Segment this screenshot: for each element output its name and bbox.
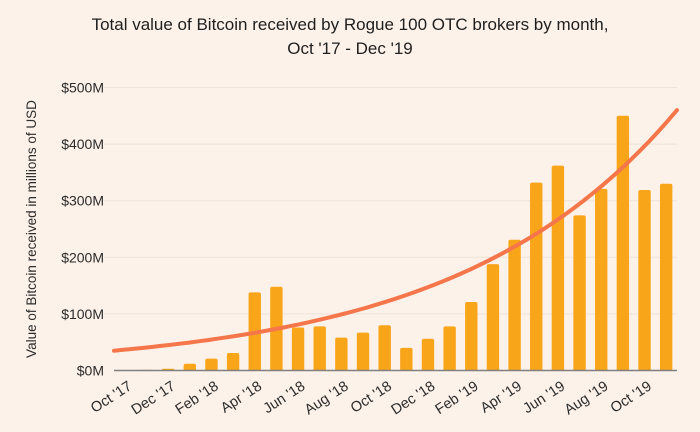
x-tick-label: Jun '18 bbox=[261, 378, 309, 417]
bar-Sep18 bbox=[356, 332, 370, 371]
y-tick-label: $200M bbox=[61, 249, 104, 265]
bar-Jul18 bbox=[313, 326, 326, 371]
x-tick-label: Aug '19 bbox=[562, 378, 612, 418]
bar-Mar19 bbox=[486, 264, 500, 371]
bar-Jan19 bbox=[443, 326, 456, 371]
bar-Jun18 bbox=[291, 327, 305, 371]
x-tick-label: Apr '19 bbox=[478, 378, 525, 416]
bar-Oct19 bbox=[638, 189, 651, 371]
x-tick-label: Feb '19 bbox=[433, 378, 482, 418]
bar-Feb19 bbox=[465, 302, 478, 371]
chart-subtitle: Oct '17 - Dec '19 bbox=[287, 39, 413, 58]
bar-Nov19 bbox=[659, 183, 673, 371]
bar-Jun19 bbox=[551, 165, 565, 371]
bar-Dec18 bbox=[421, 338, 435, 371]
y-tick-label: $400M bbox=[61, 136, 104, 152]
bar-Mar18 bbox=[226, 352, 240, 371]
y-axis-title: Value of Bitcoin received in millions of… bbox=[24, 100, 39, 358]
x-tick-label: Feb '18 bbox=[173, 378, 222, 418]
bar-Feb18 bbox=[205, 358, 218, 371]
x-tick-label: Oct '17 bbox=[88, 378, 135, 416]
trend-line bbox=[112, 108, 679, 353]
bar-Nov18 bbox=[400, 347, 413, 371]
x-tick-label: Oct '19 bbox=[608, 378, 655, 416]
y-tick-label: $300M bbox=[61, 193, 104, 209]
x-tick-label: Apr '18 bbox=[218, 378, 265, 416]
y-tick-label: $0M bbox=[77, 363, 104, 379]
bar-Aug18 bbox=[335, 337, 348, 371]
x-tick-label: Jun '19 bbox=[521, 378, 569, 417]
bar-Oct18 bbox=[378, 325, 391, 371]
x-tick-label: Aug '18 bbox=[302, 378, 352, 418]
y-tick-label: $500M bbox=[61, 80, 104, 96]
chart-title: Total value of Bitcoin received by Rogue… bbox=[91, 15, 609, 34]
bar-Jul19 bbox=[573, 215, 586, 371]
chart-title-block: Total value of Bitcoin received by Rogue… bbox=[0, 13, 700, 61]
bar-Apr19 bbox=[508, 239, 521, 371]
bar-Jan18 bbox=[183, 363, 196, 371]
y-tick-label: $100M bbox=[61, 306, 104, 322]
bar-May19 bbox=[530, 182, 543, 371]
x-tick-label: Oct '18 bbox=[348, 378, 395, 416]
x-tick-label: Dec '18 bbox=[389, 378, 439, 418]
bar-Sep19 bbox=[616, 115, 630, 371]
x-tick-label: Dec '17 bbox=[129, 378, 179, 418]
bar-Aug19 bbox=[595, 188, 608, 371]
